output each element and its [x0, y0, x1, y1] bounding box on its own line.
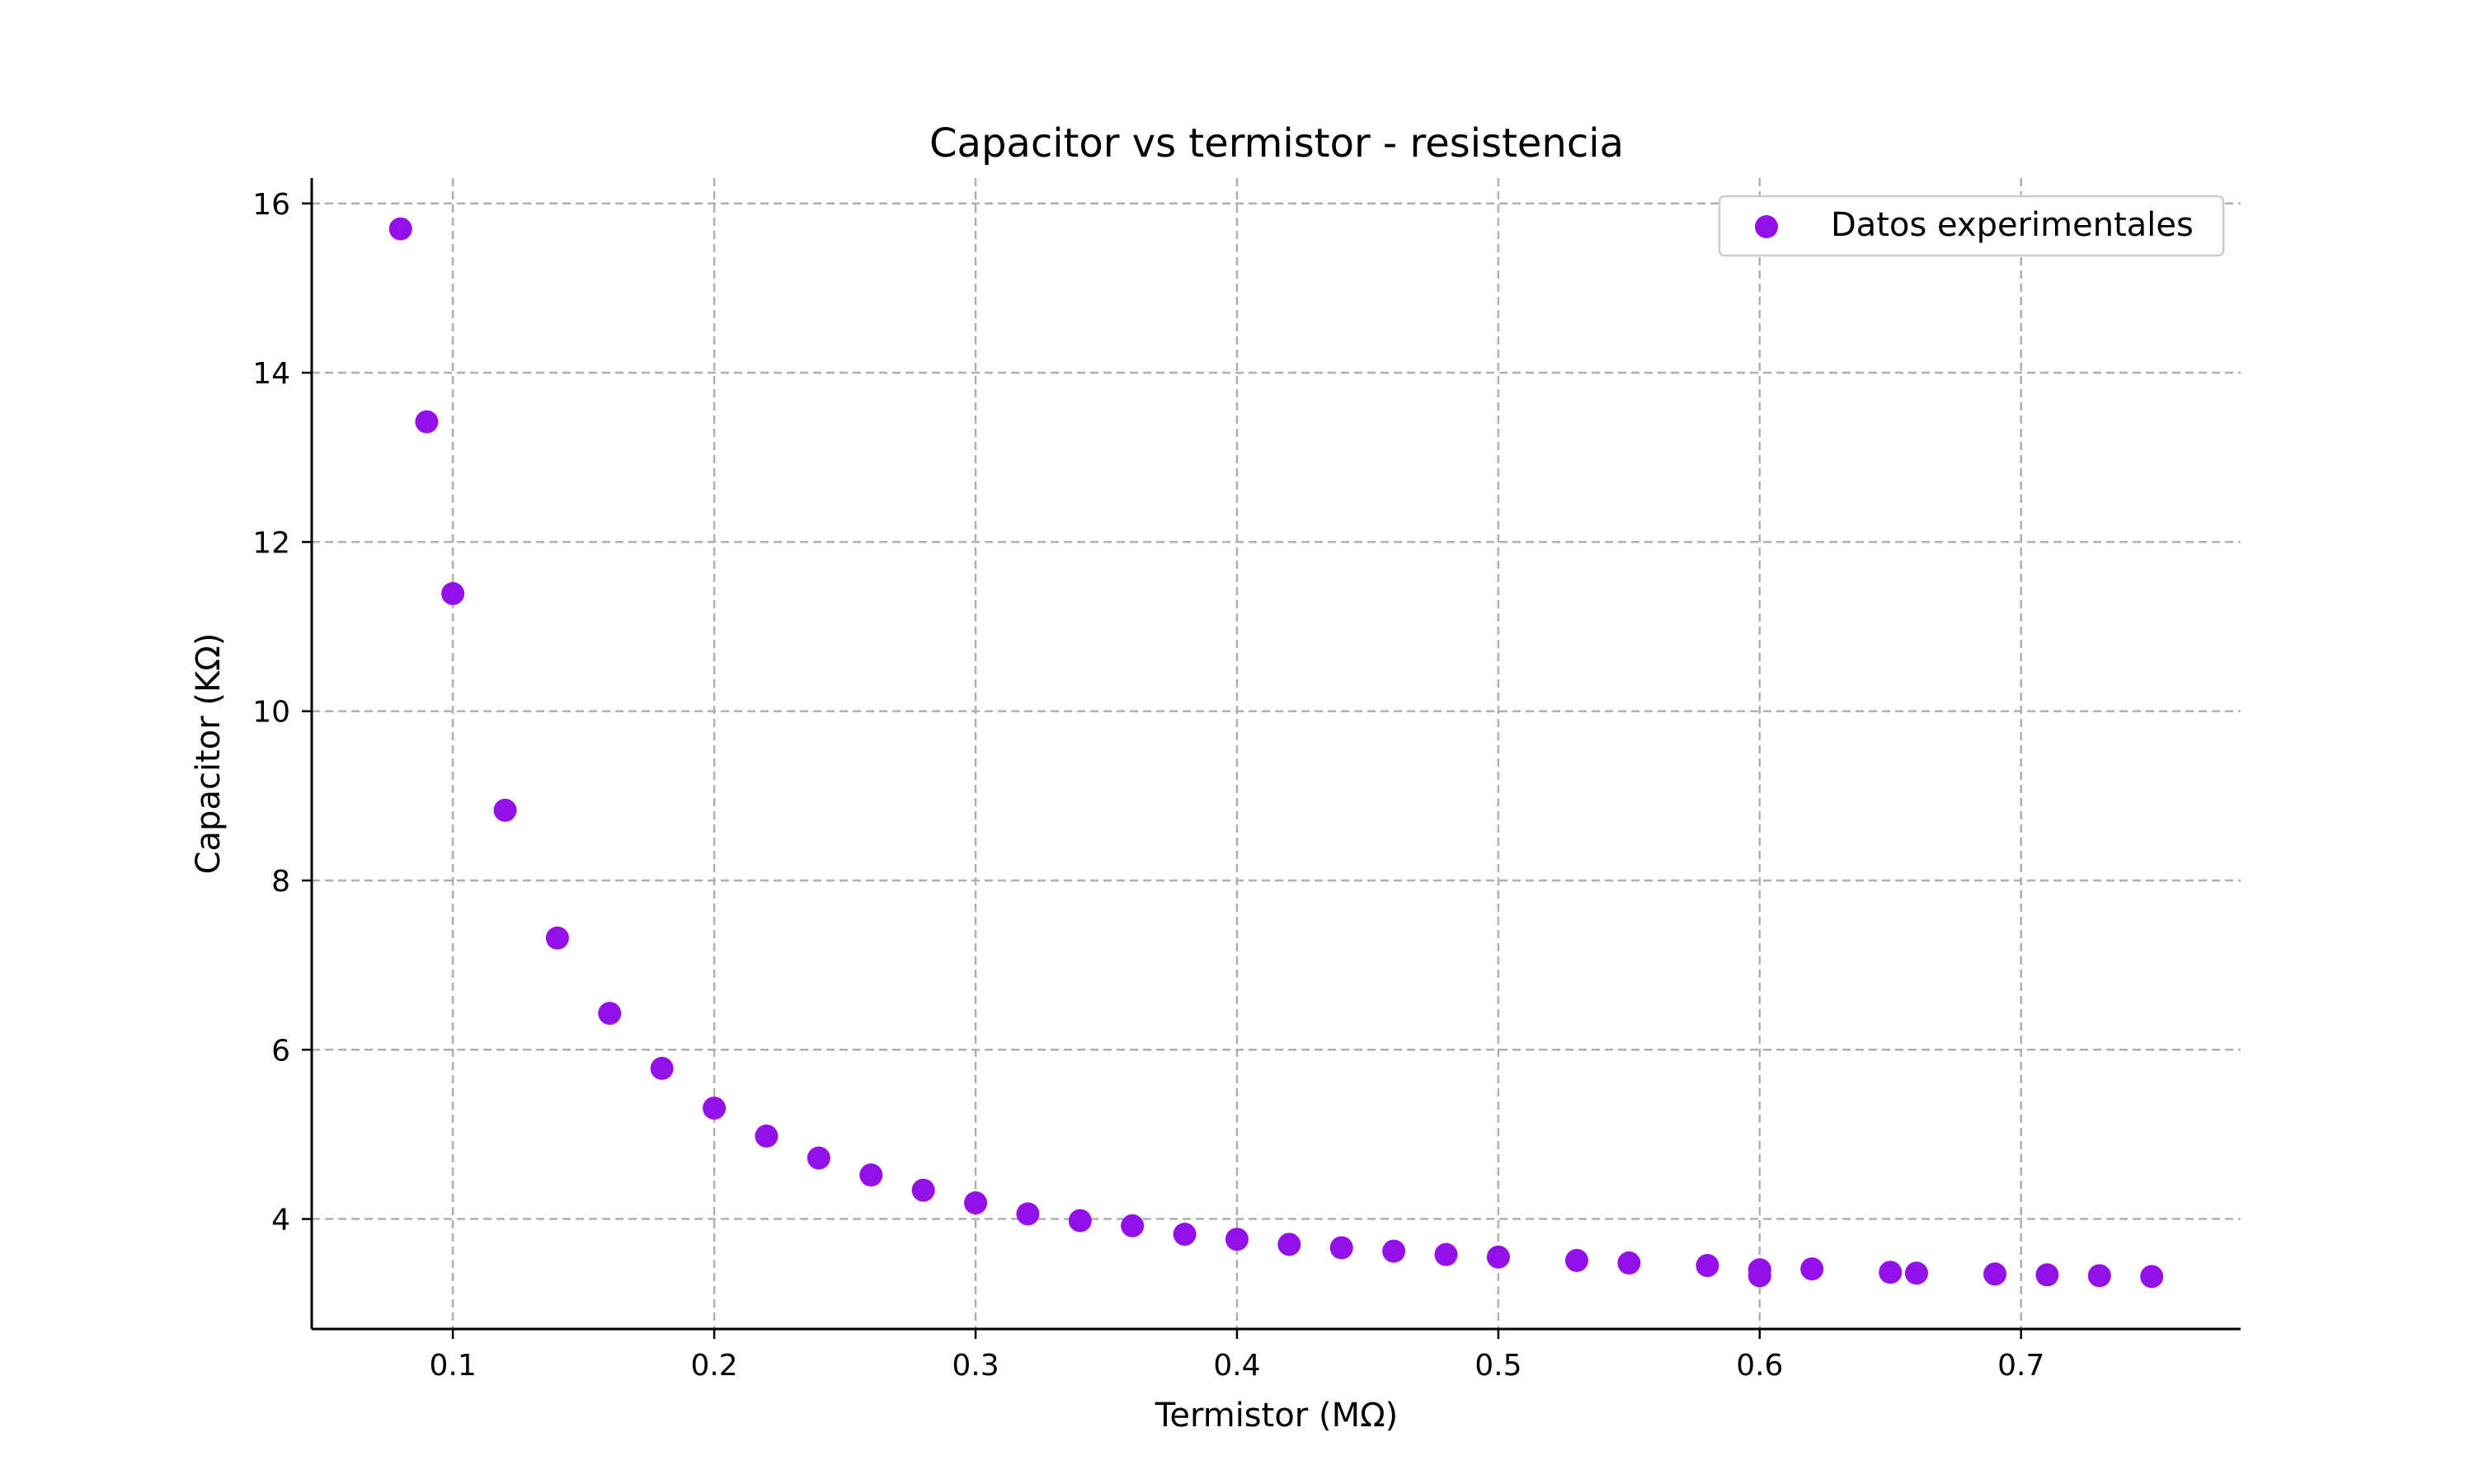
y-tick-label: 8	[271, 865, 290, 899]
data-point	[1277, 1233, 1301, 1256]
x-axis-label: Termistor (MΩ)	[1155, 1397, 1399, 1435]
y-tick-label: 12	[252, 526, 290, 560]
data-point	[1564, 1248, 1588, 1272]
y-axis-ticks: 4 6 8 10 12 14 16	[252, 188, 312, 1237]
data-point	[1016, 1202, 1040, 1226]
data-point	[1696, 1254, 1719, 1278]
data-point	[1800, 1257, 1824, 1281]
data-point	[1983, 1262, 2007, 1286]
data-point	[2035, 1263, 2059, 1287]
data-point	[1068, 1209, 1092, 1233]
legend-marker	[1755, 215, 1778, 238]
data-point	[1329, 1236, 1353, 1260]
data-point	[415, 410, 439, 434]
data-point	[1747, 1264, 1771, 1288]
x-tick-label: 0.1	[430, 1349, 477, 1383]
data-point	[545, 926, 569, 950]
data-point	[388, 217, 412, 241]
legend-label: Datos experimentales	[1831, 206, 2194, 244]
x-tick-label: 0.3	[952, 1349, 999, 1383]
data-point	[650, 1056, 674, 1080]
x-tick-label: 0.6	[1736, 1349, 1783, 1383]
y-tick-label: 4	[271, 1204, 290, 1237]
data-point	[964, 1191, 988, 1215]
y-tick-label: 16	[252, 188, 290, 222]
data-point	[493, 798, 517, 822]
data-point	[1382, 1239, 1406, 1263]
data-point	[1434, 1242, 1458, 1266]
data-point	[2087, 1264, 2111, 1288]
x-grid-lines	[451, 178, 2023, 1329]
y-tick-label: 6	[271, 1034, 290, 1068]
data-point	[441, 581, 465, 605]
data-point	[1225, 1228, 1249, 1252]
data-point	[911, 1178, 935, 1202]
y-grid-lines	[312, 202, 2241, 1220]
data-point	[1121, 1214, 1145, 1237]
data-points	[388, 217, 2164, 1289]
y-axis-label: Capacitor (KΩ)	[190, 633, 228, 875]
x-tick-label: 0.7	[1997, 1349, 2044, 1383]
chart-title: Capacitor vs termistor - resistencia	[929, 120, 1624, 167]
data-point	[703, 1097, 727, 1120]
x-tick-label: 0.4	[1213, 1349, 1260, 1383]
data-point	[755, 1124, 778, 1148]
data-point	[1486, 1245, 1510, 1269]
legend-box	[1718, 195, 2225, 257]
legend: Datos experimentales	[1718, 195, 2225, 257]
x-tick-label: 0.2	[690, 1349, 737, 1383]
data-point	[598, 1002, 622, 1026]
data-point	[2140, 1265, 2164, 1289]
data-point	[1904, 1261, 1928, 1285]
data-point	[859, 1163, 883, 1187]
data-point	[1879, 1261, 1903, 1284]
y-tick-label: 10	[252, 696, 290, 730]
x-axis-ticks: 0.1 0.2 0.3 0.4 0.5 0.6 0.7	[430, 1329, 2044, 1383]
data-point	[807, 1146, 830, 1170]
data-point	[1617, 1251, 1641, 1275]
data-point	[1173, 1223, 1197, 1247]
x-tick-label: 0.5	[1475, 1349, 1522, 1383]
y-tick-label: 14	[252, 357, 290, 391]
